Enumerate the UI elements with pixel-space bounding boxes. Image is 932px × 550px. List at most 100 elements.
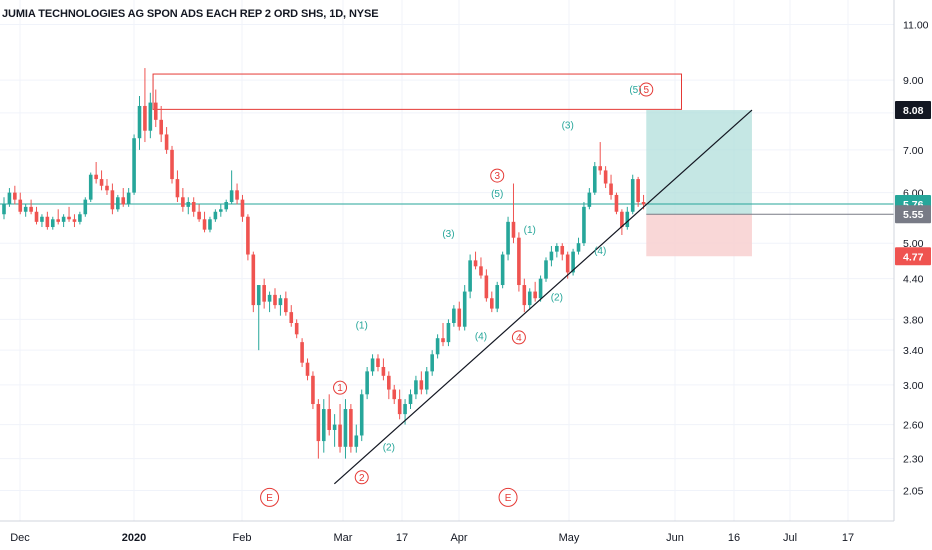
candle bbox=[441, 322, 445, 347]
candle bbox=[300, 338, 304, 367]
candle bbox=[598, 142, 602, 175]
label-circle bbox=[639, 82, 654, 97]
candle bbox=[126, 188, 131, 207]
candle-body bbox=[143, 105, 147, 131]
wave-label: (5) bbox=[629, 85, 641, 96]
trendline-layer[interactable] bbox=[333, 109, 753, 485]
candle-body bbox=[132, 138, 136, 193]
candle bbox=[197, 204, 201, 222]
candle-body bbox=[300, 342, 304, 363]
candle bbox=[273, 288, 277, 309]
price-tick-label: 3.80 bbox=[903, 314, 924, 326]
candle-body bbox=[191, 202, 196, 212]
loss-zone bbox=[646, 214, 752, 257]
candle bbox=[246, 214, 250, 261]
candle bbox=[132, 134, 136, 195]
candle bbox=[500, 251, 505, 289]
time-axis[interactable]: Dec 2020 Feb Mar 17 Apr May Jun 16 Jul 17 bbox=[0, 520, 932, 550]
candle-body bbox=[484, 275, 489, 299]
label-text: 1 bbox=[337, 383, 343, 394]
candle bbox=[555, 243, 559, 258]
candle-body bbox=[441, 338, 445, 343]
candle-body bbox=[365, 371, 369, 395]
circled-wave-label: E bbox=[260, 487, 280, 507]
candle bbox=[522, 278, 527, 313]
wave-label: (2) bbox=[383, 442, 395, 453]
candle-body bbox=[473, 260, 478, 267]
candle-body bbox=[321, 409, 326, 442]
candle bbox=[181, 188, 185, 212]
candle bbox=[305, 358, 310, 381]
candle bbox=[94, 162, 98, 184]
candle-body bbox=[284, 298, 288, 313]
candle bbox=[61, 214, 66, 228]
label-text: (1) bbox=[356, 321, 368, 332]
candle bbox=[67, 206, 71, 222]
candle-body bbox=[511, 221, 516, 238]
candle-body bbox=[576, 243, 581, 252]
candle-body bbox=[83, 199, 88, 215]
candle bbox=[549, 245, 554, 267]
candle bbox=[251, 251, 256, 313]
candle-body bbox=[61, 216, 66, 222]
wave-annotations: (1)1(2)2(3)(4)(5)34(1)(2)(3)(4)(5) 5E E bbox=[260, 82, 654, 507]
candle bbox=[29, 199, 33, 215]
wave-label: (1) bbox=[356, 321, 368, 332]
wave-label: (5) bbox=[491, 189, 503, 200]
candle bbox=[159, 105, 163, 143]
price-axis-background bbox=[894, 0, 932, 550]
wave-label: (2) bbox=[551, 292, 563, 303]
time-tick-label: Mar bbox=[334, 532, 353, 544]
candle-body bbox=[40, 216, 44, 222]
candle-body bbox=[219, 209, 223, 212]
circled-wave-label: 1 bbox=[333, 380, 348, 395]
candle-body bbox=[359, 394, 364, 436]
candle-body bbox=[446, 322, 451, 343]
circled-wave-label: 2 bbox=[354, 470, 369, 485]
price-tag-stop: 4.77 bbox=[895, 247, 931, 266]
candle bbox=[527, 288, 532, 309]
candle bbox=[359, 389, 364, 442]
candle bbox=[571, 248, 575, 276]
label-text: 4 bbox=[516, 333, 522, 344]
candle bbox=[349, 404, 353, 453]
candle-body bbox=[495, 285, 500, 309]
price-tag-target: 8.08 bbox=[895, 101, 931, 120]
candle bbox=[83, 197, 88, 217]
candle bbox=[462, 285, 467, 331]
price-axis[interactable]: 11.009.008.007.006.005.004.403.803.403.0… bbox=[893, 0, 932, 550]
price-tag-bg bbox=[895, 101, 931, 120]
candle-body bbox=[208, 219, 212, 230]
time-tick-label: Jul bbox=[783, 532, 797, 544]
candle-body bbox=[452, 308, 456, 323]
candle bbox=[164, 127, 169, 154]
label-text: E bbox=[505, 493, 512, 504]
candle-body bbox=[419, 380, 424, 390]
candle bbox=[490, 291, 494, 313]
candle bbox=[110, 183, 115, 215]
candle bbox=[289, 305, 294, 327]
price-tick-label: 11.00 bbox=[903, 19, 929, 31]
label-text: (4) bbox=[475, 331, 487, 342]
candle-body bbox=[490, 298, 494, 309]
candle bbox=[625, 206, 630, 230]
label-circle bbox=[333, 380, 348, 395]
candle-body bbox=[343, 409, 348, 447]
candle bbox=[256, 285, 261, 351]
candle-body bbox=[565, 254, 570, 273]
candle-body bbox=[403, 404, 407, 415]
candle-body bbox=[289, 312, 294, 323]
candle bbox=[45, 211, 50, 230]
candle-body bbox=[571, 251, 575, 273]
candle-body bbox=[273, 294, 277, 306]
candle-body bbox=[435, 338, 440, 355]
price-tag-label: 8.08 bbox=[903, 105, 924, 117]
candle bbox=[72, 214, 77, 228]
candle-body bbox=[506, 221, 510, 255]
label-text: 2 bbox=[359, 473, 365, 484]
candle bbox=[99, 170, 104, 191]
time-tick-label: 2020 bbox=[122, 532, 146, 544]
ascending-trendline[interactable] bbox=[333, 109, 753, 485]
candle bbox=[262, 278, 266, 309]
